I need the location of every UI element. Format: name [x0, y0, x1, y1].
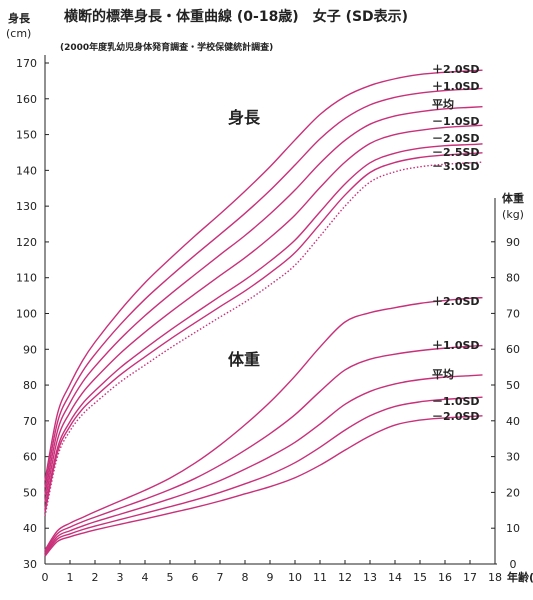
left-axis-tick-label: 100 [16, 308, 37, 321]
x-axis-tick-label: 6 [192, 571, 199, 584]
x-axis-tick-label: 18 [488, 571, 502, 584]
x-axis-tick-label: 0 [42, 571, 49, 584]
left-axis-tick-label: 150 [16, 129, 37, 142]
weight-series-label: ＋2.0SD [432, 295, 480, 308]
x-axis-tick-label: 5 [167, 571, 174, 584]
left-axis-tick-label: 170 [16, 57, 37, 70]
right-axis-tick-label: 10 [506, 522, 520, 535]
height-series-label: －2.5SD [432, 146, 480, 159]
right-axis-tick-label: 60 [506, 343, 520, 356]
x-axis-tick-label: 4 [142, 571, 149, 584]
left-axis-tick-label: 140 [16, 164, 37, 177]
x-axis-title: 年齢(歳) [507, 570, 533, 584]
right-axis-tick-label: 0 [510, 558, 517, 571]
right-axis-tick-label: 50 [506, 379, 520, 392]
height-line-6 [44, 161, 483, 517]
weight-group-label: 体重 [228, 350, 260, 369]
weight-series-label: －1.0SD [432, 395, 480, 408]
left-axis-tick-label: 90 [23, 343, 37, 356]
left-axis-tick-label: 30 [23, 558, 37, 571]
height-line-4 [44, 143, 483, 510]
left-axis-tick-label: 40 [23, 522, 37, 535]
x-axis-tick-label: 16 [438, 571, 452, 584]
weight-series-label: ＋1.0SD [432, 339, 480, 352]
height-group-label: 身長 [228, 108, 261, 127]
height-series-label: －2.0SD [432, 132, 480, 145]
weight-line-2 [44, 374, 483, 554]
x-axis-tick-label: 15 [413, 571, 427, 584]
right-axis-unit: (kg) [502, 208, 524, 221]
left-axis-tick-label: 130 [16, 200, 37, 213]
height-line-2 [44, 105, 483, 495]
weight-line-3 [44, 396, 483, 556]
x-axis-tick-label: 13 [363, 571, 377, 584]
weight-line-4 [44, 415, 483, 557]
x-axis-tick-label: 9 [267, 571, 274, 584]
right-axis-tick-label: 40 [506, 415, 520, 428]
right-axis-tick-label: 70 [506, 307, 520, 320]
height-series-label: －1.0SD [432, 115, 480, 128]
left-axis-tick-label: 60 [23, 451, 37, 464]
left-axis-tick-label: 50 [23, 486, 37, 499]
height-series-label: －3.0SD [432, 160, 480, 173]
weight-line-1 [44, 344, 483, 552]
weight-line-0 [44, 296, 483, 551]
weight-series-label: 平均 [432, 367, 454, 381]
chart-title: 横断的標準身長・体重曲線 (0-18歳) 女子 (SD表示) [64, 9, 409, 25]
left-axis-tick-label: 160 [16, 93, 37, 106]
height-line-0 [44, 69, 483, 481]
x-axis-tick-label: 2 [92, 571, 99, 584]
height-line-3 [44, 124, 483, 502]
x-axis-tick-label: 12 [338, 571, 352, 584]
left-axis-tick-label: 110 [16, 272, 37, 285]
left-axis-tick-label: 70 [23, 415, 37, 428]
height-series-label: 平均 [432, 97, 454, 111]
height-line-5 [44, 152, 483, 513]
x-axis-tick-label: 17 [463, 571, 477, 584]
height-series-label: ＋1.0SD [432, 80, 480, 93]
height-series-label: ＋2.0SD [432, 63, 480, 76]
x-axis-tick-label: 11 [313, 571, 327, 584]
right-axis-title: 体重 [502, 191, 524, 205]
left-axis-unit: (cm) [6, 27, 31, 40]
right-axis-tick-label: 80 [506, 272, 520, 285]
right-axis-tick-label: 90 [506, 236, 520, 249]
right-axis-tick-label: 30 [506, 451, 520, 464]
left-axis-tick-label: 120 [16, 236, 37, 249]
x-axis-tick-label: 7 [217, 571, 224, 584]
x-axis-tick-label: 14 [388, 571, 402, 584]
x-axis-tick-label: 3 [117, 571, 124, 584]
x-axis-tick-label: 1 [67, 571, 74, 584]
height-line-1 [44, 87, 483, 488]
x-axis-tick-label: 8 [242, 571, 249, 584]
x-axis-tick-label: 10 [288, 571, 302, 584]
left-axis-tick-label: 80 [23, 379, 37, 392]
chart-subtitle: (2000年度乳幼児身体発育調査・学校保健統計調査) [60, 43, 274, 53]
right-axis-tick-label: 20 [506, 486, 520, 499]
left-axis-title: 身長 [8, 11, 31, 25]
weight-series-label: －2.0SD [432, 410, 480, 423]
